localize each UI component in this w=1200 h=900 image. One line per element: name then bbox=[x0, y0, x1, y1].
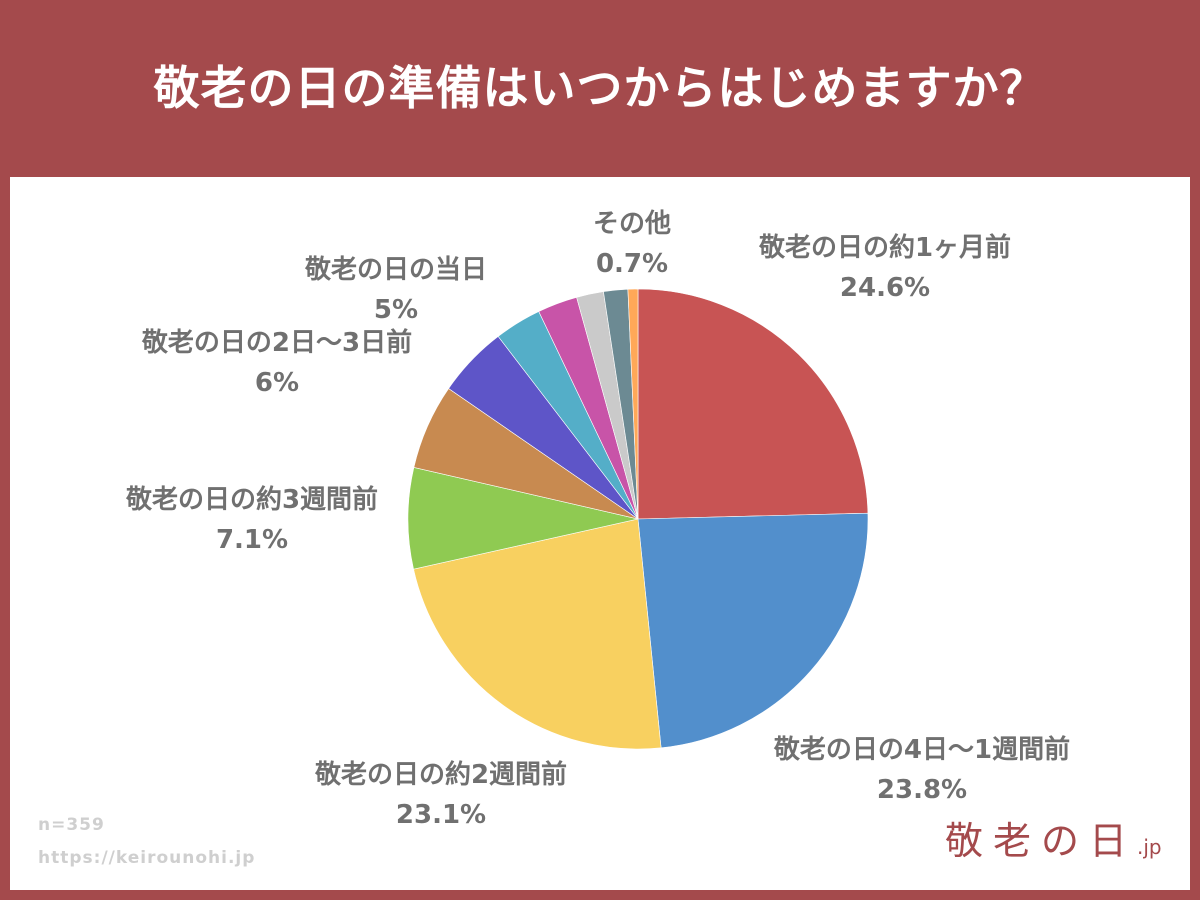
slice-label-name: その他 bbox=[592, 209, 672, 239]
logo-text: 敬老の日 bbox=[945, 819, 1138, 863]
slice-label-value: 23.1% bbox=[395, 800, 487, 830]
chart-title: 敬老の日の準備はいつからはじめますか？ bbox=[153, 61, 1047, 115]
slice-label-3-weeks: 敬老の日の約3週間前 7.1% bbox=[126, 480, 378, 560]
slice-label-value: 7.1% bbox=[215, 525, 289, 555]
slice-label-4days-1week: 敬老の日の4日〜1週間前 23.8% bbox=[774, 730, 1070, 810]
pie-slice bbox=[637, 288, 869, 520]
slice-label-name: 敬老の日の約1ヶ月前 bbox=[758, 233, 1012, 263]
pie-slice bbox=[413, 518, 662, 750]
slice-label-value: 6% bbox=[254, 368, 300, 398]
slice-label-same-day: 敬老の日の当日 5% bbox=[305, 250, 487, 330]
sample-size-note: n=359 bbox=[38, 815, 105, 835]
logo-tld: .jp bbox=[1137, 835, 1162, 859]
slice-label-name: 敬老の日の約2週間前 bbox=[314, 760, 568, 790]
slice-label-other: その他 0.7% bbox=[593, 204, 671, 284]
pie-slice bbox=[627, 288, 639, 520]
pie-slice bbox=[637, 512, 869, 749]
source-url: https://keirounohi.jp bbox=[38, 848, 256, 868]
slice-label-value: 24.6% bbox=[839, 273, 931, 303]
slice-label-name: 敬老の日の約3週間前 bbox=[125, 485, 379, 515]
pie-slice bbox=[407, 467, 639, 570]
site-logo: 敬老の日.jp bbox=[945, 810, 1162, 865]
slice-label-name: 敬老の日の当日 bbox=[304, 255, 488, 285]
slice-label-2-weeks: 敬老の日の約2週間前 23.1% bbox=[315, 755, 567, 835]
slice-label-value: 23.8% bbox=[876, 775, 968, 805]
slice-label-value: 5% bbox=[373, 295, 419, 325]
slice-label-name: 敬老の日の2日〜3日前 bbox=[141, 328, 413, 358]
slice-label-value: 0.7% bbox=[595, 249, 669, 279]
slice-label-1-month: 敬老の日の約1ヶ月前 24.6% bbox=[759, 228, 1011, 308]
slice-label-name: 敬老の日の4日〜1週間前 bbox=[773, 735, 1071, 765]
slice-label-2-3-days: 敬老の日の2日〜3日前 6% bbox=[142, 323, 412, 403]
